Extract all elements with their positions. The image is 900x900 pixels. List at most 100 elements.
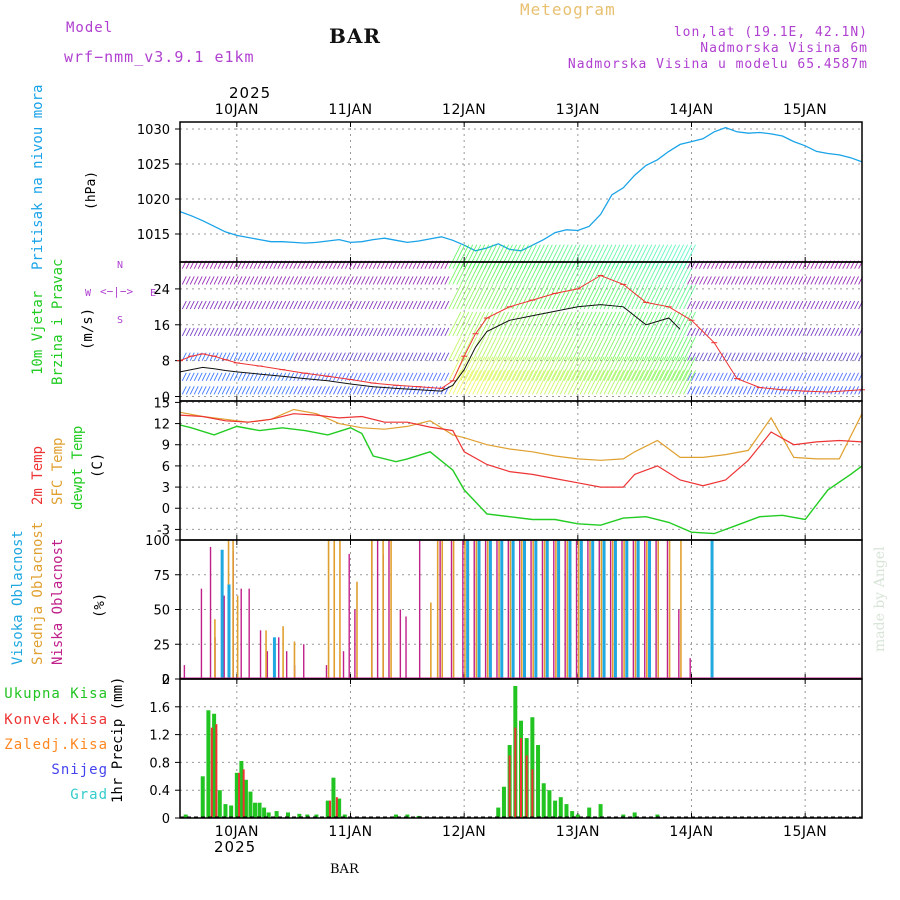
wind-barb	[691, 300, 696, 310]
wind-barb	[834, 300, 840, 310]
wind-barb	[647, 336, 661, 361]
wind-barb	[615, 336, 629, 361]
wind-barb	[293, 352, 299, 361]
wind-barb	[539, 311, 553, 337]
wind-barb	[181, 300, 187, 310]
wind-barb	[253, 386, 259, 395]
wind-barb	[428, 276, 434, 285]
wind-barb	[309, 386, 314, 395]
wind-barb	[535, 336, 549, 361]
precip-total-bar	[553, 800, 558, 818]
wind-barb	[233, 300, 239, 310]
wind-barb	[500, 311, 513, 337]
wind-barb	[225, 372, 231, 382]
wind-barb	[356, 386, 362, 395]
wind-barb	[524, 336, 537, 361]
wind-barb	[356, 276, 362, 285]
wind-barb	[635, 311, 649, 337]
wind-barb	[277, 300, 283, 310]
compass-east: E	[150, 288, 157, 299]
wind-barb	[456, 370, 470, 395]
wind-barb	[655, 356, 669, 382]
wind-barb	[408, 327, 414, 337]
y-tick-label: 1025	[137, 158, 170, 173]
x-label-bottom: 12JAN	[442, 824, 486, 840]
cloud-mid-bar	[475, 540, 478, 679]
wind-barb	[193, 276, 199, 285]
wind-barb	[703, 327, 708, 337]
wind-barb	[337, 327, 342, 337]
wind-barb	[766, 327, 772, 337]
wind-barb	[627, 356, 641, 382]
precip-total-bar	[331, 777, 336, 818]
wind-barb	[814, 300, 820, 310]
wind-barb	[261, 276, 267, 285]
wind-barb	[707, 327, 712, 337]
cloud-mid-bar	[680, 540, 682, 679]
precip-total-bar	[274, 811, 279, 818]
wind-barb	[321, 300, 326, 310]
wind-barb	[468, 244, 482, 269]
pressure-line	[179, 126, 863, 252]
wind-barb	[209, 327, 215, 337]
wind-barb	[710, 352, 716, 361]
wind-barb	[615, 284, 629, 310]
wind-barb	[416, 276, 422, 285]
wind-barb	[344, 372, 350, 382]
panel-frame	[179, 121, 863, 263]
wind-barb	[607, 311, 621, 337]
wind-barb	[834, 276, 840, 285]
wind-barb	[643, 284, 657, 310]
wind-barb	[253, 276, 259, 285]
wind-barb	[667, 356, 681, 382]
wind-barb	[317, 276, 322, 285]
wind-barb	[846, 300, 852, 310]
wind-barb	[734, 276, 740, 285]
wind-barb	[695, 276, 700, 285]
wind-barb	[611, 284, 625, 310]
wind-barb	[265, 386, 271, 395]
wind-barb	[599, 356, 613, 382]
wind-barb	[516, 370, 529, 395]
wind-barb	[707, 300, 712, 310]
wind-barb	[563, 284, 577, 310]
wind-barb	[464, 356, 478, 382]
wind-barb	[341, 300, 346, 310]
precip-total-bar	[206, 710, 211, 818]
wind-barb	[348, 300, 354, 310]
wind-barb	[333, 372, 338, 382]
wind-barb	[221, 327, 227, 337]
wind-barb	[818, 352, 824, 361]
wind-barb	[714, 372, 720, 382]
wind-barb	[440, 276, 446, 285]
wind-barb	[786, 276, 792, 285]
wind-barb	[707, 276, 712, 285]
wind-barb	[730, 386, 736, 395]
wind-barb	[806, 327, 812, 337]
wind-barb	[575, 284, 589, 310]
precip-convective-bar	[242, 769, 245, 818]
wind-barb	[448, 311, 462, 337]
wind-barb	[444, 276, 450, 285]
wind-barb	[440, 300, 446, 310]
wind-barb	[639, 311, 653, 337]
wind-barb	[269, 372, 275, 382]
wind-barb	[603, 370, 617, 395]
wind-barb	[583, 284, 597, 310]
wind-barb	[496, 356, 509, 382]
wind-barb	[595, 311, 609, 337]
wind-barb	[571, 284, 585, 310]
cloud-low-bar	[553, 540, 555, 679]
wind-barb	[802, 327, 808, 337]
wind-barb	[591, 244, 605, 269]
wind-barb	[185, 327, 191, 337]
wind-barb	[710, 386, 716, 395]
cloud-low-bar	[418, 540, 421, 679]
wind-barb	[667, 336, 681, 361]
wind-barb	[547, 244, 561, 269]
wind-barb	[277, 276, 283, 285]
y-tick-label: 15	[153, 396, 170, 411]
wind-barb	[277, 386, 283, 395]
wind-barb	[404, 372, 410, 382]
wind-barb	[846, 372, 852, 382]
